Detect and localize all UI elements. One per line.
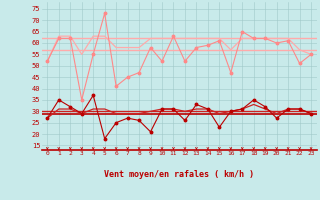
X-axis label: Vent moyen/en rafales ( km/h ): Vent moyen/en rafales ( km/h ) — [104, 170, 254, 179]
